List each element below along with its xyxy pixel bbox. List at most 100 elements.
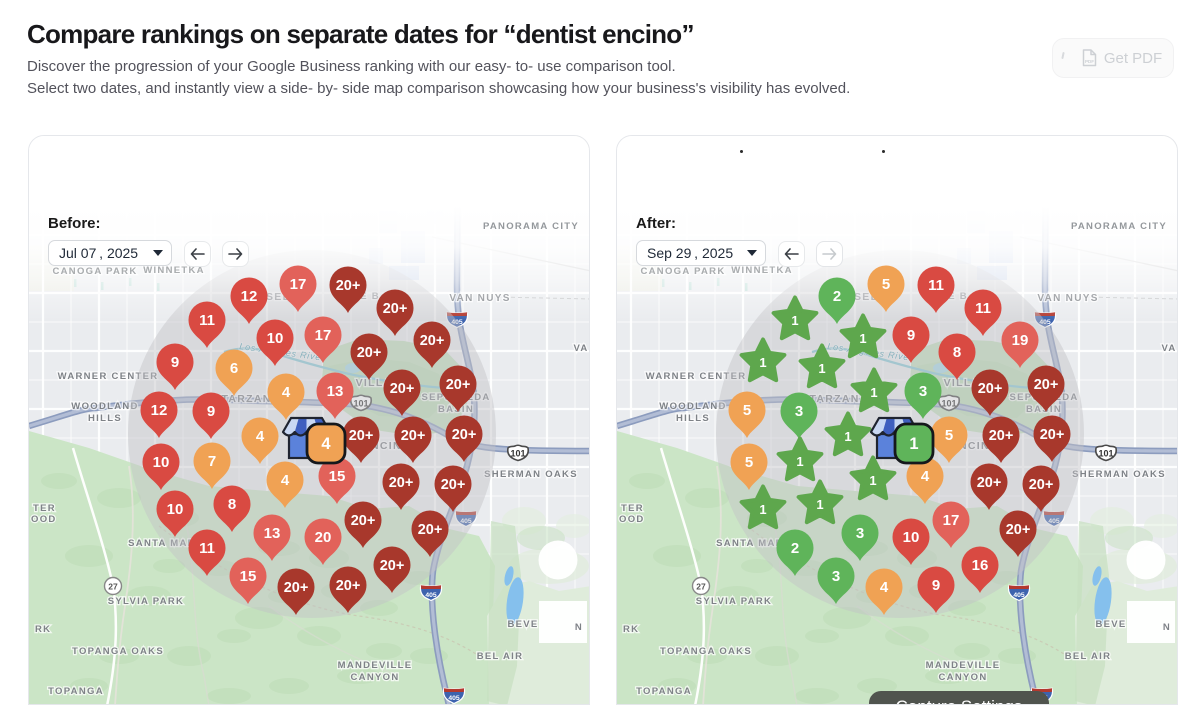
svg-text:101: 101 bbox=[353, 399, 368, 409]
svg-text:PANORAMA CITY: PANORAMA CITY bbox=[483, 221, 579, 232]
svg-text:6: 6 bbox=[230, 360, 238, 377]
svg-text:17: 17 bbox=[290, 276, 307, 293]
svg-text:20+: 20+ bbox=[978, 381, 1003, 397]
svg-text:17: 17 bbox=[315, 327, 332, 344]
svg-text:2: 2 bbox=[833, 288, 841, 305]
svg-text:13: 13 bbox=[264, 525, 281, 542]
svg-text:MANDEVILLE: MANDEVILLE bbox=[338, 660, 413, 671]
svg-text:1: 1 bbox=[859, 331, 866, 346]
svg-text:SANTA MAR: SANTA MAR bbox=[128, 538, 196, 549]
svg-text:4: 4 bbox=[921, 468, 930, 485]
svg-text:11: 11 bbox=[199, 312, 215, 329]
svg-text:RK: RK bbox=[35, 624, 51, 635]
svg-text:16: 16 bbox=[972, 557, 989, 574]
svg-text:1: 1 bbox=[759, 502, 766, 517]
svg-text:20+: 20+ bbox=[336, 278, 361, 294]
svg-text:WINNETKA: WINNETKA bbox=[143, 265, 205, 276]
svg-text:WINNETKA: WINNETKA bbox=[731, 265, 793, 276]
svg-text:20+: 20+ bbox=[441, 477, 466, 493]
svg-text:8: 8 bbox=[228, 496, 236, 513]
svg-text:20+: 20+ bbox=[989, 428, 1014, 444]
svg-text:20+: 20+ bbox=[1040, 427, 1065, 443]
svg-text:WARNER CENTER: WARNER CENTER bbox=[58, 371, 159, 382]
svg-text:405: 405 bbox=[425, 592, 437, 599]
svg-text:PANORAMA CITY: PANORAMA CITY bbox=[1071, 221, 1167, 232]
svg-text:3: 3 bbox=[919, 383, 927, 400]
svg-text:12: 12 bbox=[151, 402, 168, 419]
svg-text:11: 11 bbox=[975, 300, 991, 317]
svg-text:1: 1 bbox=[844, 429, 851, 444]
svg-text:405: 405 bbox=[448, 695, 460, 702]
svg-text:8: 8 bbox=[953, 344, 961, 361]
svg-text:5: 5 bbox=[945, 427, 953, 444]
svg-text:27: 27 bbox=[108, 582, 118, 592]
svg-text:19: 19 bbox=[1012, 332, 1029, 349]
svg-text:CANOGA PARK: CANOGA PARK bbox=[640, 266, 725, 277]
svg-text:11: 11 bbox=[928, 277, 944, 294]
svg-text:20+: 20+ bbox=[452, 427, 477, 443]
svg-text:15: 15 bbox=[240, 568, 257, 585]
svg-text:10: 10 bbox=[267, 330, 284, 347]
svg-text:1: 1 bbox=[818, 361, 825, 376]
svg-text:4: 4 bbox=[321, 435, 331, 453]
svg-text:20+: 20+ bbox=[420, 333, 445, 349]
svg-text:BASIN: BASIN bbox=[438, 404, 474, 415]
svg-text:1: 1 bbox=[869, 473, 876, 488]
svg-text:20+: 20+ bbox=[351, 513, 376, 529]
svg-text:405: 405 bbox=[451, 319, 463, 326]
svg-text:9: 9 bbox=[207, 403, 215, 420]
svg-text:17: 17 bbox=[943, 512, 960, 529]
svg-text:7: 7 bbox=[208, 453, 216, 470]
svg-text:5: 5 bbox=[745, 454, 753, 471]
svg-text:1: 1 bbox=[870, 385, 877, 400]
svg-text:1: 1 bbox=[796, 454, 803, 469]
svg-text:TOPANGA: TOPANGA bbox=[48, 686, 104, 697]
svg-text:TARZANA: TARZANA bbox=[221, 393, 280, 405]
svg-text:20+: 20+ bbox=[1034, 377, 1059, 393]
svg-text:20+: 20+ bbox=[284, 580, 309, 596]
svg-text:20+: 20+ bbox=[1029, 477, 1054, 493]
svg-text:4: 4 bbox=[282, 384, 291, 401]
svg-text:9: 9 bbox=[932, 577, 940, 594]
svg-text:20+: 20+ bbox=[977, 475, 1002, 491]
svg-text:20+: 20+ bbox=[336, 578, 361, 594]
svg-text:OOD: OOD bbox=[31, 514, 57, 525]
svg-text:9: 9 bbox=[171, 354, 179, 371]
svg-text:SHERMAN OAKS: SHERMAN OAKS bbox=[484, 469, 578, 480]
svg-text:CANOGA PARK: CANOGA PARK bbox=[52, 266, 137, 277]
svg-text:4: 4 bbox=[880, 579, 889, 596]
svg-text:CANYON: CANYON bbox=[351, 672, 400, 683]
svg-text:TER: TER bbox=[33, 503, 56, 514]
svg-text:20+: 20+ bbox=[446, 377, 471, 393]
svg-text:20+: 20+ bbox=[401, 428, 426, 444]
svg-text:1: 1 bbox=[791, 313, 798, 328]
svg-text:20+: 20+ bbox=[349, 428, 374, 444]
svg-text:10: 10 bbox=[167, 501, 184, 518]
svg-text:20+: 20+ bbox=[418, 522, 443, 538]
svg-text:13: 13 bbox=[327, 383, 344, 400]
svg-text:VA: VA bbox=[573, 343, 588, 354]
svg-text:20+: 20+ bbox=[389, 475, 414, 491]
svg-text:HILLS: HILLS bbox=[88, 413, 122, 424]
svg-text:20+: 20+ bbox=[390, 381, 415, 397]
svg-text:1: 1 bbox=[909, 435, 918, 453]
svg-text:TOPANGA OAKS: TOPANGA OAKS bbox=[72, 646, 164, 657]
svg-text:WOODLAND: WOODLAND bbox=[71, 401, 138, 412]
svg-text:BEL AIR: BEL AIR bbox=[477, 651, 524, 662]
svg-text:4: 4 bbox=[281, 472, 290, 489]
svg-text:4: 4 bbox=[256, 428, 265, 445]
svg-text:10: 10 bbox=[153, 454, 170, 471]
svg-text:SYLVIA PARK: SYLVIA PARK bbox=[108, 596, 184, 607]
svg-text:5: 5 bbox=[882, 276, 890, 293]
svg-text:2: 2 bbox=[791, 540, 799, 557]
svg-text:15: 15 bbox=[329, 468, 346, 485]
svg-text:20+: 20+ bbox=[383, 301, 408, 317]
svg-text:3: 3 bbox=[795, 403, 803, 420]
svg-text:20+: 20+ bbox=[380, 558, 405, 574]
svg-text:20: 20 bbox=[315, 529, 332, 546]
svg-text:405: 405 bbox=[460, 518, 472, 525]
svg-text:N: N bbox=[575, 622, 583, 633]
svg-text:10: 10 bbox=[903, 529, 920, 546]
svg-text:3: 3 bbox=[856, 525, 864, 542]
svg-text:20+: 20+ bbox=[357, 345, 382, 361]
